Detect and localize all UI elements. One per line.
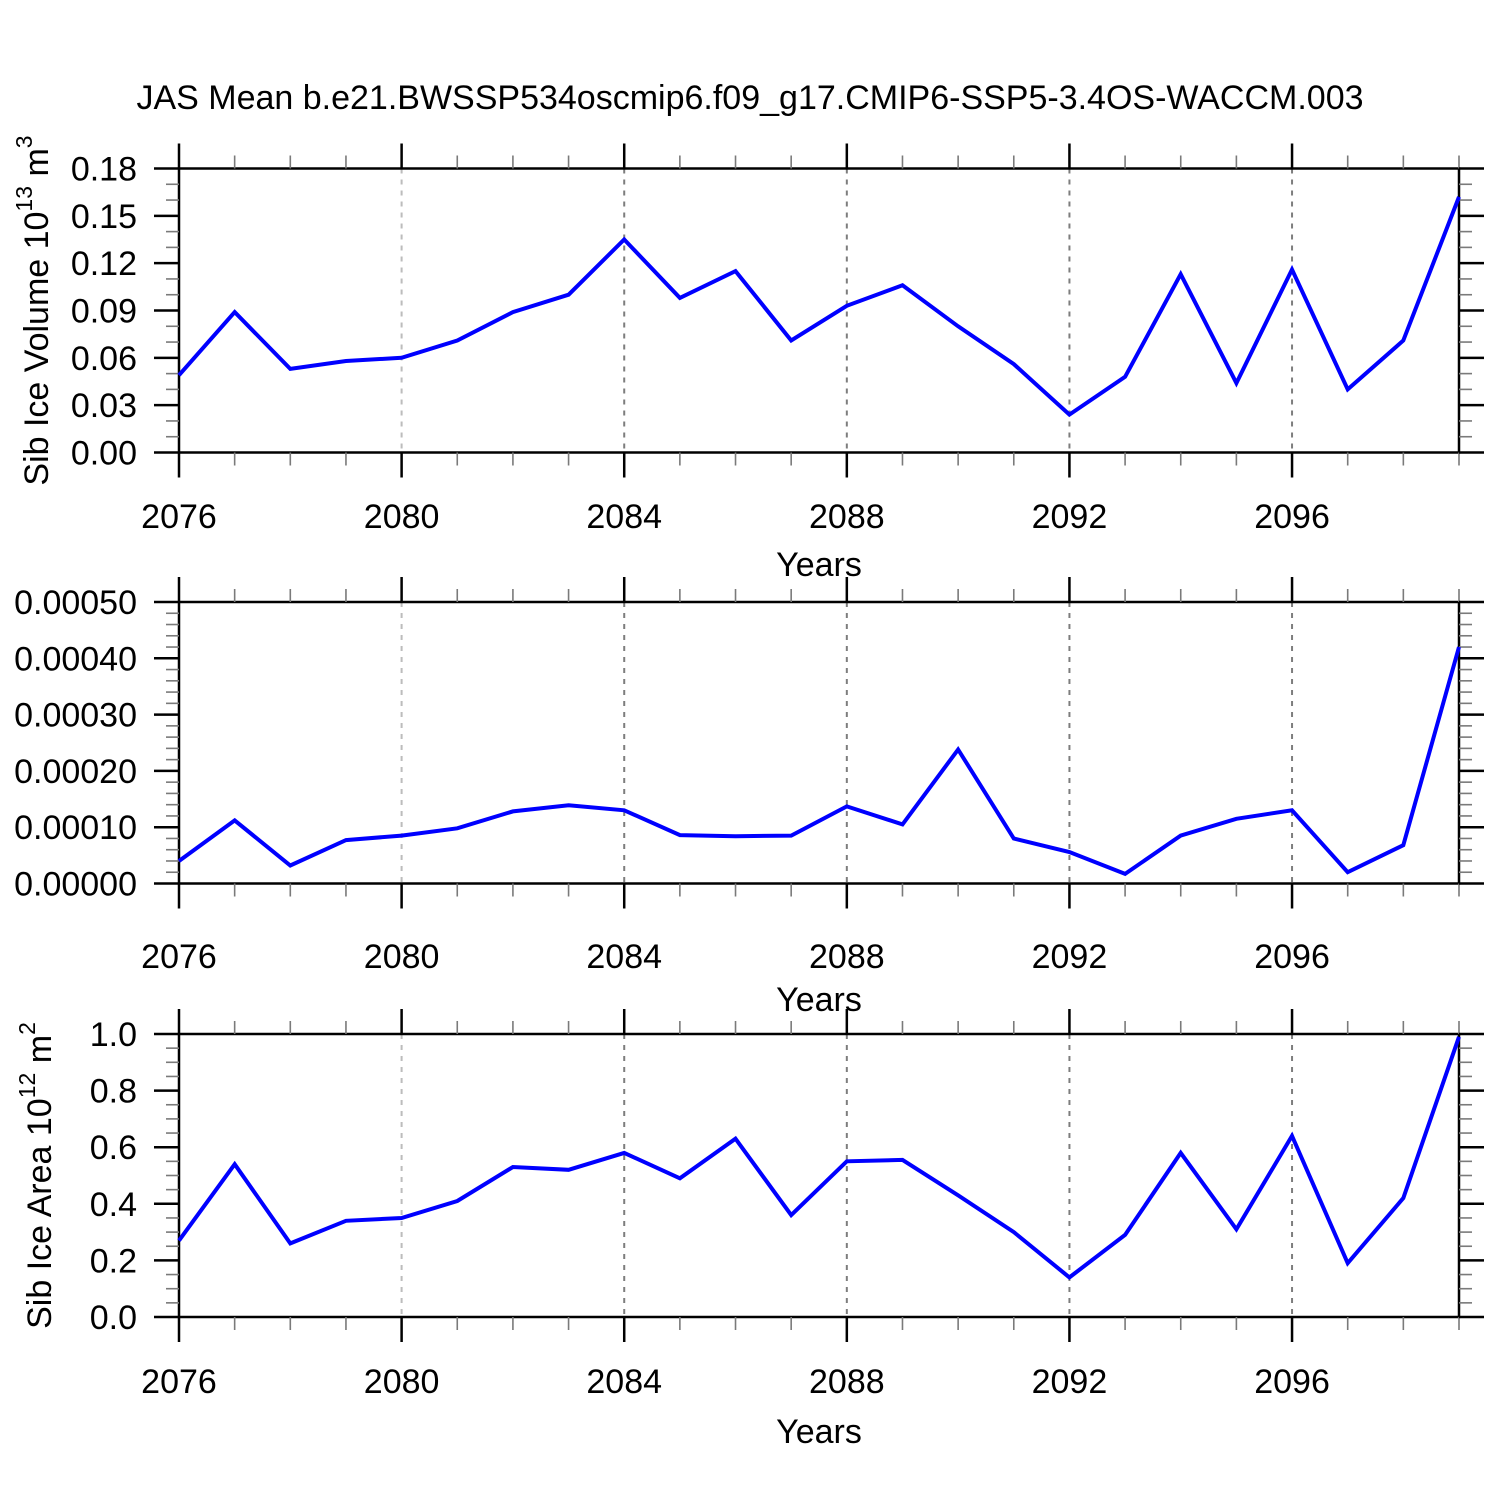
plot-box: [177, 167, 1461, 454]
y-tick-label: 0.0: [90, 1299, 137, 1337]
chart-sib-ice-middle-series: 0.00000 0.00010 0.00020 0.00030 0.00040 0.000…: [14, 577, 1484, 1019]
y-tick-label: 0.00020: [14, 753, 137, 791]
y-axis-title: Sib Ice Volume 1013 m3: [11, 135, 56, 485]
x-tick-label: 2096: [1254, 498, 1330, 536]
x-tick-label: 2096: [1254, 1363, 1330, 1401]
y-axis-title-superscript: 13: [11, 186, 37, 212]
y-tick-label: 1.0: [90, 1016, 137, 1054]
y-tick-label: 0.06: [71, 340, 137, 378]
x-tick-label: 2084: [586, 1363, 662, 1401]
x-axis-title: Years: [776, 981, 862, 1019]
y-tick-label: 0.8: [90, 1073, 137, 1111]
y-tick-label: 0.03: [71, 387, 137, 425]
x-tick-label: 2092: [1032, 498, 1108, 536]
x-tick-label: 2088: [809, 498, 885, 536]
y-tick-label: 0.2: [90, 1242, 137, 1280]
x-tick-label: 2092: [1032, 938, 1108, 976]
x-tick-label: 2088: [809, 1363, 885, 1401]
x-tick-label: 2084: [586, 938, 662, 976]
y-tick-label: 0.6: [90, 1129, 137, 1167]
x-axis-title: Years: [776, 546, 862, 584]
x-axis-title: Years: [776, 1413, 862, 1451]
plot-box: [177, 600, 1461, 885]
data-line-sib-ice-volume: [177, 196, 1461, 418]
x-tick-label: 2096: [1254, 938, 1330, 976]
y-tick-label: 0.00040: [14, 640, 137, 678]
chart-sib-ice-volume: 0.00 0.03 0.06 0.09 0.12 0.15 0.18 2076 2080 2084…: [11, 135, 1484, 584]
x-tick-label: 2080: [364, 498, 440, 536]
x-tick-label: 2080: [364, 1363, 440, 1401]
x-tick-label: 2076: [141, 498, 217, 536]
x-tick-label: 2092: [1032, 1363, 1108, 1401]
data-line-sib-ice-middle-series: [177, 646, 1461, 877]
y-axis-title-text: Sib Ice Volume 10: [18, 212, 56, 486]
y-axis-title-superscript: 2: [14, 1022, 40, 1035]
x-tick-label: 2076: [141, 1363, 217, 1401]
figure-title: JAS Mean b.e21.BWSSP534oscmip6.f09_g17.C…: [136, 79, 1364, 117]
y-tick-label: 0.15: [71, 198, 137, 236]
y-tick-label: 0.00000: [14, 866, 137, 904]
y-axis-title-superscript: 12: [14, 1073, 40, 1099]
y-axis-title-superscript: 3: [11, 135, 37, 148]
x-tick-label: 2088: [809, 938, 885, 976]
x-tick-label: 2084: [586, 498, 662, 536]
y-tick-label: 0.4: [90, 1186, 137, 1224]
y-axis-title-text: Sib Ice Area 10: [21, 1098, 59, 1329]
y-axis-title-text: m: [21, 1035, 59, 1073]
y-tick-label: 0.18: [71, 151, 137, 189]
y-tick-label: 0.12: [71, 245, 137, 283]
y-axis-title-text: m: [18, 148, 56, 186]
data-line-sib-ice-area: [177, 1036, 1461, 1280]
y-tick-label: 0.00030: [14, 697, 137, 735]
y-tick-label: 0.00: [71, 435, 137, 473]
y-tick-label: 0.09: [71, 293, 137, 331]
y-tick-label: 0.00010: [14, 809, 137, 847]
y-tick-label: 0.00050: [14, 584, 137, 622]
chart-sib-ice-area: 0.0 0.2 0.4 0.6 0.8 1.0 2076 2080 2084 2088 2092 20…: [14, 1009, 1484, 1451]
x-tick-label: 2080: [364, 938, 440, 976]
y-axis-title: Sib Ice Area 1012 m2: [14, 1022, 59, 1329]
x-tick-label: 2076: [141, 938, 217, 976]
